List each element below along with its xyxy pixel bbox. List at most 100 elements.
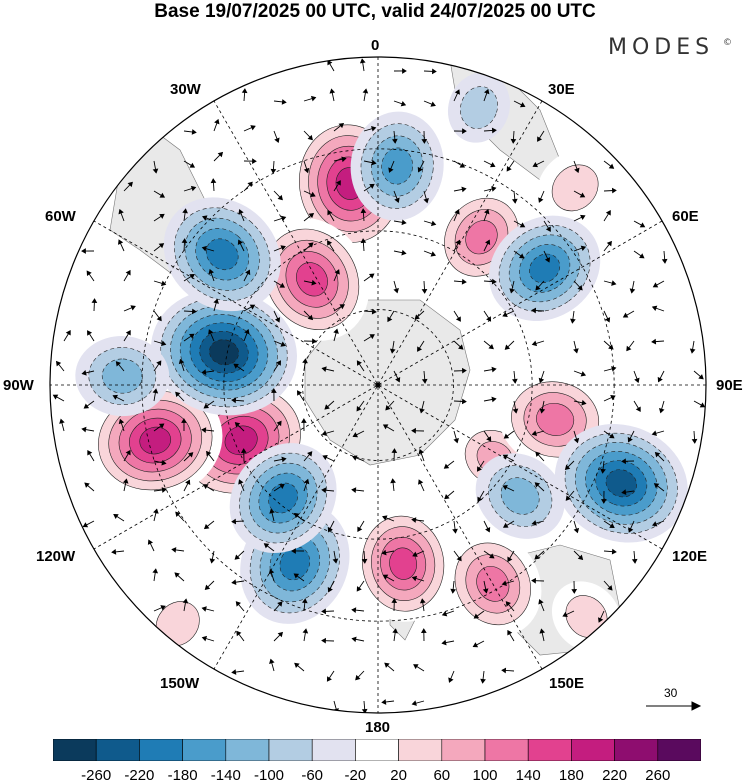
wind-arrow-153 bbox=[504, 340, 515, 350]
wind-arrow-139 bbox=[87, 330, 95, 342]
wind-arrow-42 bbox=[603, 160, 615, 169]
colorbar-tick-13: 260 bbox=[645, 767, 671, 783]
wind-arrow-175 bbox=[512, 370, 518, 384]
wind-arrow-302 bbox=[603, 548, 617, 555]
contour-level-220 bbox=[139, 426, 172, 455]
wind-arrow-92 bbox=[513, 250, 525, 259]
wind-arrow-349 bbox=[269, 658, 275, 672]
wind-arrow-122 bbox=[213, 298, 219, 312]
wind-arrow-68 bbox=[360, 208, 367, 222]
wind-arrow-340 bbox=[321, 637, 335, 644]
wind-arrow-77 bbox=[633, 220, 646, 228]
wind-arrow-281 bbox=[531, 520, 545, 526]
colorbar bbox=[53, 739, 701, 761]
wind-arrow-282 bbox=[573, 520, 580, 534]
wind-arrow-13 bbox=[513, 100, 526, 108]
contour-level--220 bbox=[605, 469, 637, 498]
wind-arrow-187 bbox=[203, 400, 215, 409]
colorbar-tick-0: -260 bbox=[81, 767, 112, 783]
wind-arrow-133 bbox=[531, 307, 545, 314]
map-boundary bbox=[49, 56, 707, 714]
colorbar-tick-12: 220 bbox=[602, 767, 628, 783]
wind-arrow-21 bbox=[391, 130, 398, 144]
wind-arrow-250 bbox=[203, 484, 215, 492]
wind-arrow-78 bbox=[81, 248, 95, 254]
wind-arrow-162 bbox=[115, 361, 125, 372]
wind-arrow-255 bbox=[351, 487, 365, 493]
wind-arrow-57 bbox=[538, 190, 545, 203]
wind-arrow-87 bbox=[360, 238, 367, 252]
wind-arrow-252 bbox=[273, 483, 285, 492]
wind-arrow-50 bbox=[333, 180, 341, 192]
wind-arrow-231 bbox=[240, 448, 247, 462]
wind-arrow-207 bbox=[153, 423, 165, 432]
wind-arrow-199 bbox=[573, 399, 587, 406]
wind-arrow-228 bbox=[153, 459, 167, 466]
south-pole-marker bbox=[375, 382, 381, 388]
wind-arrow-216 bbox=[411, 427, 425, 434]
wind-arrow-150 bbox=[417, 340, 425, 352]
wind-arrow-190 bbox=[297, 390, 305, 402]
wind-arrow-124 bbox=[273, 310, 281, 323]
wind-arrow-3 bbox=[423, 68, 437, 75]
wind-arrow-93 bbox=[543, 250, 551, 263]
wind-arrow-223 bbox=[627, 430, 635, 443]
lon-label-90w: 90W bbox=[3, 377, 34, 394]
wind-arrow-276 bbox=[382, 515, 395, 522]
wind-arrow-181 bbox=[693, 370, 704, 380]
wind-arrow-327 bbox=[351, 607, 365, 613]
wind-arrow-261 bbox=[534, 482, 545, 492]
wind-arrow-304 bbox=[152, 568, 159, 582]
wind-arrow-226 bbox=[87, 449, 95, 462]
wind-arrow-28 bbox=[183, 160, 196, 168]
wind-arrow-218 bbox=[483, 430, 492, 442]
brand-copyright-mark: © bbox=[723, 38, 732, 48]
colorbar-swatch-13 bbox=[614, 739, 659, 761]
wind-arrow-166 bbox=[233, 363, 245, 372]
wind-arrow-356 bbox=[480, 670, 486, 684]
wind-arrow-91 bbox=[483, 239, 491, 252]
wind-arrow-65 bbox=[273, 215, 287, 222]
wind-arrow-75 bbox=[573, 214, 586, 222]
wind-arrow-271 bbox=[231, 518, 245, 525]
wind-arrow-225 bbox=[691, 430, 698, 444]
wind-arrow-278 bbox=[452, 520, 458, 534]
wind-arrow-300 bbox=[534, 550, 545, 560]
wind-arrow-112 bbox=[509, 280, 515, 294]
wind-arrow-179 bbox=[633, 370, 640, 384]
wind-arrow-219 bbox=[503, 430, 515, 439]
polar-map bbox=[49, 56, 707, 714]
wind-arrow-149 bbox=[389, 340, 396, 354]
wind-arrow-267 bbox=[113, 514, 125, 522]
wind-arrow-215 bbox=[382, 424, 395, 432]
lon-label-180: 180 bbox=[365, 719, 391, 736]
wind-arrow-98 bbox=[86, 270, 95, 282]
wind-arrow-238 bbox=[443, 460, 455, 469]
wind-arrow-210 bbox=[234, 422, 245, 432]
wind-arrow-109 bbox=[421, 280, 428, 294]
negative-anomaly-5 bbox=[475, 453, 565, 539]
wind-arrow-211 bbox=[273, 420, 282, 432]
contour-level--100 bbox=[500, 477, 540, 515]
wind-arrow-197 bbox=[512, 400, 519, 414]
wind-arrow-7 bbox=[329, 88, 336, 102]
wind-arrow-89 bbox=[423, 250, 437, 257]
wind-arrow-328 bbox=[391, 598, 398, 612]
meridian-150 bbox=[213, 100, 543, 670]
wind-arrow-354 bbox=[413, 664, 425, 672]
wind-arrow-297 bbox=[453, 550, 462, 562]
colorbar-tick-5: -60 bbox=[301, 767, 324, 783]
wind-arrow-315 bbox=[482, 580, 489, 594]
wind-arrow-217 bbox=[453, 430, 459, 444]
wind-arrow-106 bbox=[333, 269, 340, 282]
wind-arrow-125 bbox=[303, 310, 314, 321]
lon-label-120w: 120W bbox=[36, 548, 76, 565]
colorbar-swatch-1 bbox=[95, 739, 140, 761]
wind-arrow-34 bbox=[363, 159, 377, 166]
wind-arrow-5 bbox=[273, 99, 287, 105]
negative-anomaly-8 bbox=[75, 336, 170, 417]
positive-anomaly-9 bbox=[536, 149, 614, 227]
wind-arrow-117 bbox=[652, 280, 665, 288]
lon-label-150e: 150E bbox=[549, 675, 585, 692]
wind-arrow-15 bbox=[213, 118, 220, 132]
